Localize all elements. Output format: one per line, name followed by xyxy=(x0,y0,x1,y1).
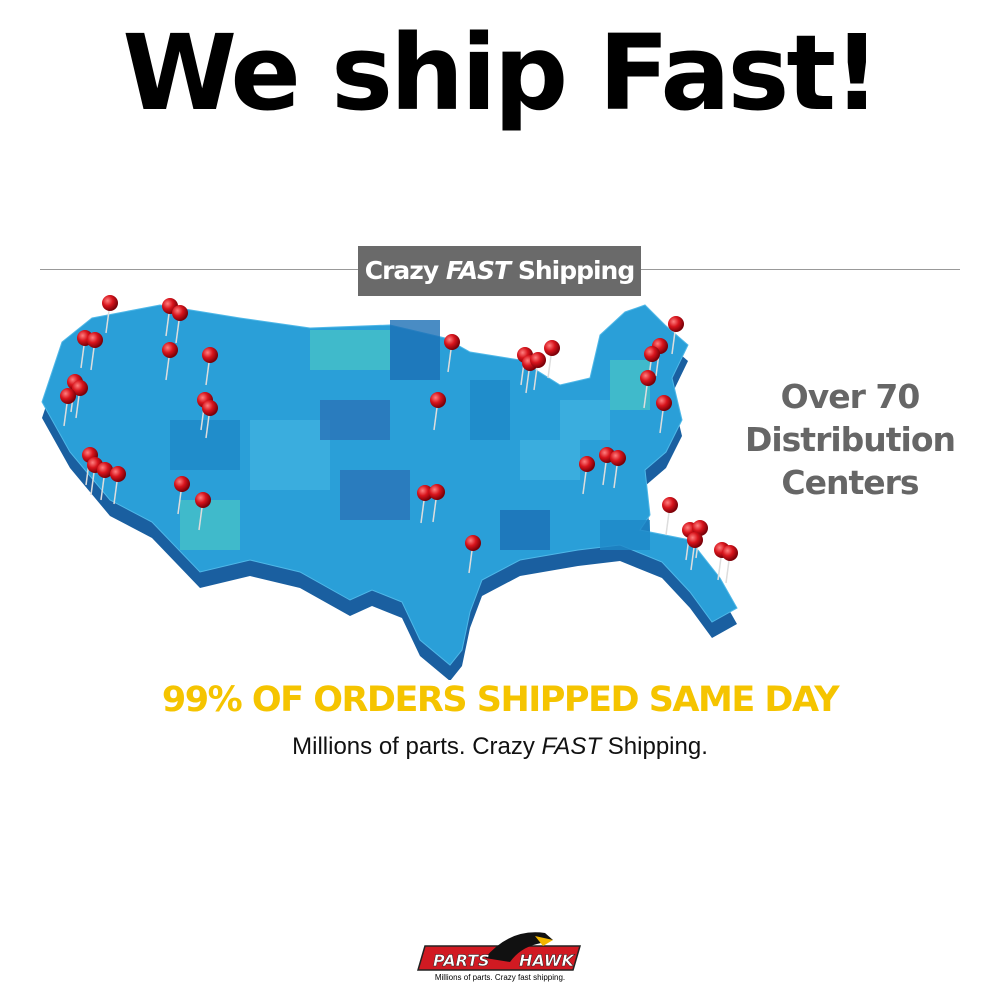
distribution-center-pin xyxy=(687,532,703,571)
banner-text-end: Shipping xyxy=(517,256,635,285)
state-region xyxy=(320,400,390,440)
state-region xyxy=(250,420,330,490)
subline-text: Millions of parts. Crazy xyxy=(292,733,535,760)
banner-text: Crazy xyxy=(364,256,439,285)
callout-line: Over 70 xyxy=(780,377,921,416)
state-region xyxy=(180,500,240,550)
distribution-center-pin xyxy=(97,462,113,501)
distribution-center-pin xyxy=(429,484,445,523)
distribution-center-pin xyxy=(610,450,626,489)
state-region xyxy=(310,330,390,370)
distribution-center-pin xyxy=(102,295,118,334)
distribution-center-pin xyxy=(430,392,446,431)
distribution-center-pin xyxy=(465,535,481,574)
subline: Millions of parts. Crazy FAST Shipping. xyxy=(0,733,1000,761)
distribution-center-pin xyxy=(544,340,560,379)
state-region xyxy=(600,520,650,550)
distribution-center-pin xyxy=(110,466,126,505)
distribution-center-pin xyxy=(72,380,88,419)
distribution-center-pin xyxy=(174,476,190,515)
state-region xyxy=(170,420,240,470)
distribution-center-pin xyxy=(530,352,546,391)
state-region xyxy=(610,360,650,410)
distribution-center-pin xyxy=(162,342,178,381)
distribution-center-pin xyxy=(640,370,656,409)
distribution-center-pin xyxy=(668,316,684,355)
parts-hawk-logo[interactable]: PARTS HAWK Millions of parts. Crazy fast… xyxy=(415,928,585,986)
distribution-center-pin xyxy=(579,456,595,495)
subline-emphasis: FAST xyxy=(541,733,602,760)
distribution-center-pin xyxy=(722,545,738,584)
callout-line: Distribution xyxy=(744,420,956,459)
state-region xyxy=(520,440,580,480)
distribution-center-pin xyxy=(172,305,188,344)
state-region xyxy=(470,380,510,440)
distribution-center-pin xyxy=(202,400,218,439)
distribution-center-pin xyxy=(656,395,672,434)
distribution-center-pin xyxy=(202,347,218,386)
state-region xyxy=(500,510,550,550)
crazy-fast-shipping-banner: Crazy FAST Shipping xyxy=(358,246,641,296)
svg-text:HAWK: HAWK xyxy=(519,951,576,970)
same-day-headline: 99% OF ORDERS SHIPPED SAME DAY xyxy=(161,680,840,720)
us-distribution-map xyxy=(41,295,738,680)
state-region xyxy=(340,470,410,520)
callout-line: Centers xyxy=(781,463,919,502)
state-region xyxy=(560,400,610,440)
page-title: We ship Fast! xyxy=(122,12,880,134)
distribution-center-pin xyxy=(60,388,76,427)
distribution-center-pin xyxy=(195,492,211,531)
distribution-center-pin xyxy=(417,485,433,524)
svg-text:PARTS: PARTS xyxy=(433,951,490,970)
banner-emphasis: FAST xyxy=(445,256,511,285)
hawk-logo-icon: PARTS HAWK xyxy=(417,932,581,971)
state-region xyxy=(390,320,440,380)
distribution-center-pin xyxy=(444,334,460,373)
distribution-center-pin xyxy=(662,497,678,536)
distribution-center-pin xyxy=(87,332,103,371)
logo-tagline: Millions of parts. Crazy fast shipping. xyxy=(434,973,566,982)
subline-text-end: Shipping. xyxy=(607,733,708,760)
distribution-centers-callout: Over 70 Distribution Centers xyxy=(740,375,960,504)
